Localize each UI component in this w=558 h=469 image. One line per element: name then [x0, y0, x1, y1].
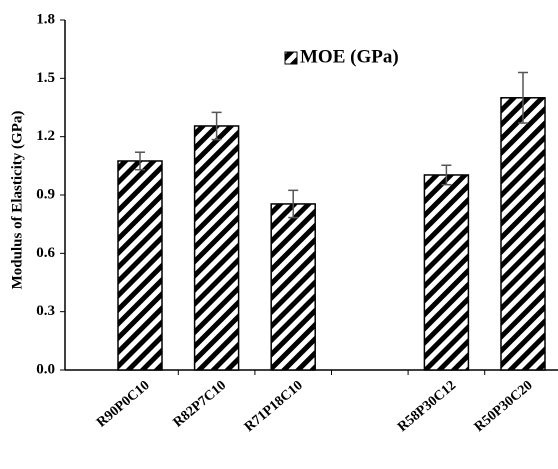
legend-label: MOE (GPa)	[300, 46, 399, 67]
y-axis-label: Modulus of Elasticity (GPa)	[9, 111, 25, 290]
bar	[117, 160, 163, 371]
y-tick-label: 0.0	[36, 361, 55, 377]
x-tick-label: R71P18C10	[242, 378, 306, 435]
bar	[423, 174, 470, 371]
y-tick-label: 1.2	[36, 128, 55, 144]
y-tick-label: 1.8	[36, 11, 55, 27]
x-tick-label: R58P30C12	[395, 378, 459, 435]
bar	[500, 97, 546, 371]
legend-swatch	[284, 51, 298, 65]
x-tick-label: R90P0C10	[94, 378, 153, 430]
y-tick-label: 1.5	[36, 70, 55, 86]
y-tick-label: 0.3	[36, 303, 55, 319]
x-tick-label: R82P7C10	[171, 378, 230, 430]
y-tick-label: 0.9	[36, 186, 55, 202]
x-tick-label: R50P30C20	[472, 378, 536, 435]
y-tick-label: 0.6	[36, 245, 55, 261]
bar	[193, 125, 240, 371]
bar	[270, 203, 316, 371]
